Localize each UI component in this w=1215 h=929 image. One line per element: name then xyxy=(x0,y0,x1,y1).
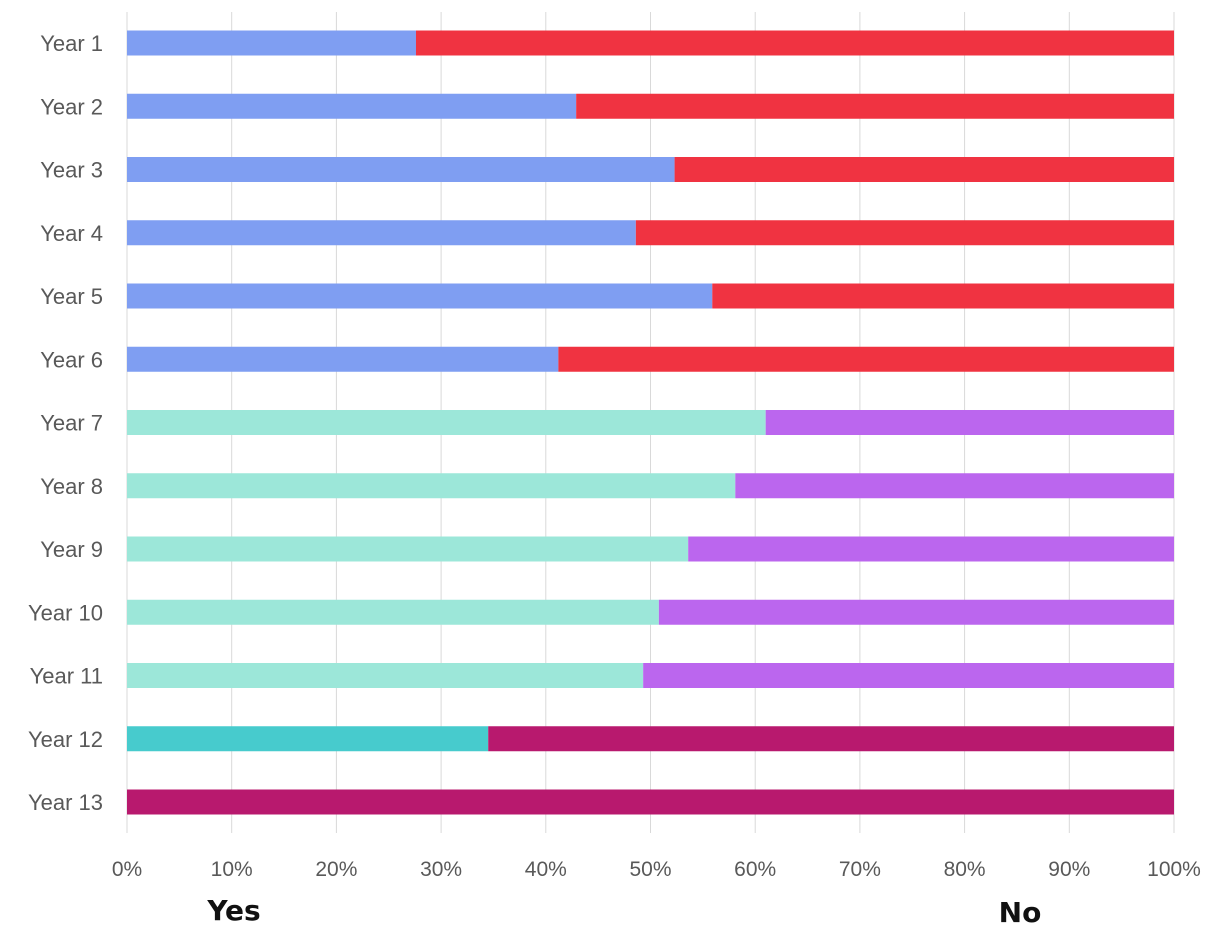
x-tick-label: 100% xyxy=(1147,858,1201,881)
category-label: Year 4 xyxy=(40,221,103,246)
category-label: Year 8 xyxy=(40,474,103,499)
bar-no xyxy=(712,283,1174,309)
category-labels: Year 1 Year 2 Year 3 Year 4 Year 5 Year 6 Year… xyxy=(28,31,103,815)
bar-yes xyxy=(127,157,675,182)
category-label: Year 13 xyxy=(28,790,103,815)
x-tick-labels: 0% 10% 20% 30% 40% 50% 60% 70% 80% 90% 100% xyxy=(112,858,1201,881)
bar-no xyxy=(576,93,1174,119)
bar-no xyxy=(635,220,1174,246)
bar-yes xyxy=(127,473,736,499)
bar-yes xyxy=(127,283,713,309)
x-tick-label: 50% xyxy=(629,858,671,881)
bar-no xyxy=(127,789,1174,815)
bar-yes xyxy=(127,410,766,435)
x-tick-label: 90% xyxy=(1048,858,1090,881)
x-tick-label: 70% xyxy=(839,858,881,881)
legend-label-yes: Yes xyxy=(206,894,260,927)
category-label: Year 3 xyxy=(40,158,103,183)
bar-no xyxy=(558,346,1174,372)
category-label: Year 5 xyxy=(40,284,103,309)
x-tick-label: 40% xyxy=(525,858,567,881)
bar-no xyxy=(415,30,1174,56)
x-tick-label: 80% xyxy=(944,858,986,881)
bar-no xyxy=(658,599,1174,625)
bar-yes xyxy=(127,93,577,119)
bar-yes xyxy=(127,663,644,688)
bar-no xyxy=(765,410,1174,435)
bar-no xyxy=(488,726,1175,752)
bar-yes xyxy=(127,536,689,562)
bar-no xyxy=(674,157,1174,182)
category-label: Year 11 xyxy=(30,664,103,689)
x-tick-label: 0% xyxy=(112,858,142,881)
category-label: Year 2 xyxy=(40,94,103,119)
bar-yes xyxy=(127,599,659,625)
category-label: Year 1 xyxy=(40,31,103,56)
bar-no xyxy=(688,536,1174,562)
bar-yes xyxy=(127,30,416,56)
bar-yes xyxy=(127,726,489,752)
x-tick-label: 20% xyxy=(315,858,357,881)
bar-yes xyxy=(127,346,559,372)
x-tick-label: 60% xyxy=(734,858,776,881)
bar-no xyxy=(643,663,1174,688)
x-tick-label: 10% xyxy=(211,858,253,881)
bar-yes xyxy=(127,220,636,246)
legend-label-no: No xyxy=(999,896,1042,929)
category-label: Year 12 xyxy=(28,727,103,752)
bars xyxy=(127,30,1175,815)
category-label: Year 7 xyxy=(40,411,103,436)
category-label: Year 10 xyxy=(28,600,103,625)
category-label: Year 6 xyxy=(40,347,103,372)
bar-no xyxy=(735,473,1174,499)
category-label: Year 9 xyxy=(40,537,103,562)
x-tick-label: 30% xyxy=(420,858,462,881)
